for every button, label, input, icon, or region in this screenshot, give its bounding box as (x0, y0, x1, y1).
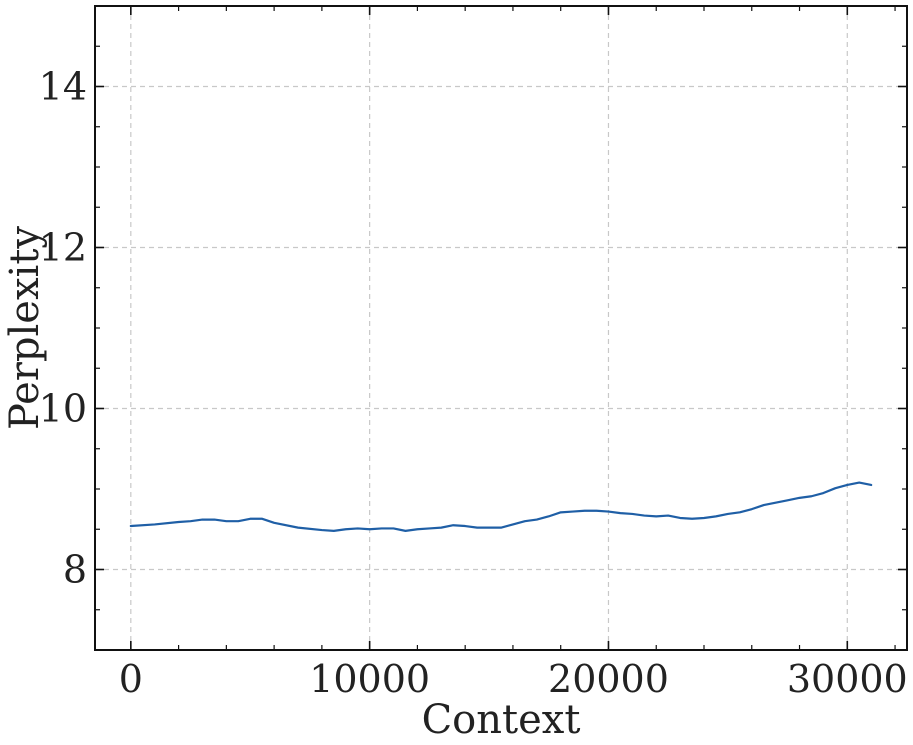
y-tick-label: 12 (39, 226, 87, 270)
x-tick-label: 0 (119, 657, 143, 701)
x-tick-label: 10000 (309, 657, 430, 701)
y-axis-label: Perplexity (2, 226, 48, 430)
y-tick-label: 10 (39, 387, 87, 431)
x-axis-label: Context (422, 697, 581, 743)
axis-ticks (95, 5, 907, 651)
x-tick-label: 20000 (548, 657, 669, 701)
grid (95, 6, 907, 650)
x-tick-label: 30000 (787, 657, 908, 701)
x-tick-labels: 0 10000 20000 30000 (119, 657, 908, 701)
y-tick-label: 8 (63, 548, 87, 592)
series-line (129, 481, 873, 532)
y-tick-labels: 8 10 12 14 (39, 65, 87, 592)
y-tick-label: 14 (39, 65, 87, 109)
plot-frame (94, 5, 908, 651)
